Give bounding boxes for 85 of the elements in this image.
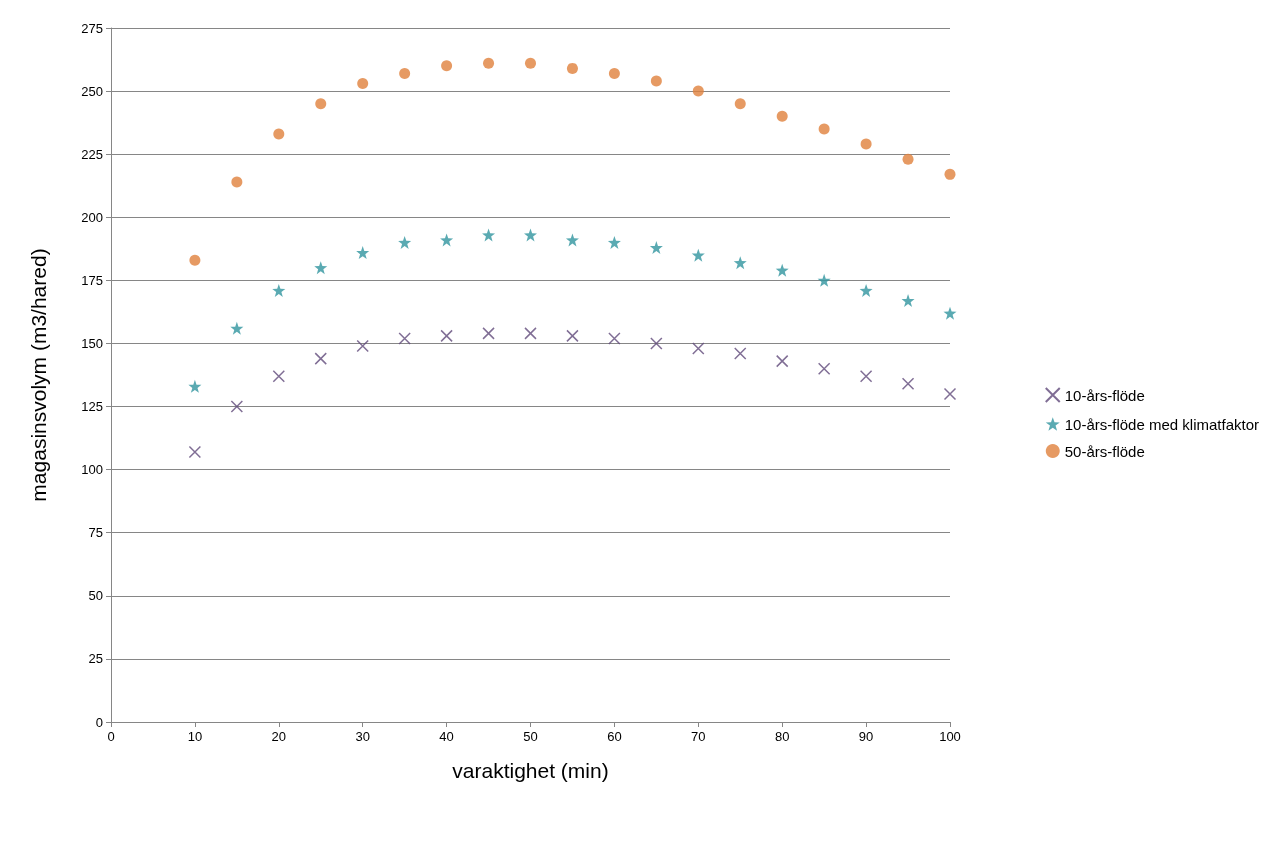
point xyxy=(231,176,243,188)
point xyxy=(944,168,956,180)
point xyxy=(524,327,537,340)
point xyxy=(188,379,202,393)
point xyxy=(566,62,578,74)
point xyxy=(565,233,579,247)
x-tick-label: 60 xyxy=(607,729,622,744)
y-tick-label: 0 xyxy=(95,714,103,730)
point xyxy=(315,98,327,110)
point xyxy=(860,138,872,150)
x-tick-label: 0 xyxy=(107,729,115,744)
point xyxy=(482,327,495,340)
y-tick-label: 175 xyxy=(81,272,103,288)
point xyxy=(901,294,915,308)
point xyxy=(650,337,663,350)
point xyxy=(483,57,495,69)
y-tick-label: 275 xyxy=(81,20,103,36)
legend-label: 50-års-flöde xyxy=(1064,442,1145,460)
point xyxy=(314,261,328,275)
point xyxy=(902,153,914,165)
x-tick-label: 30 xyxy=(355,729,370,744)
point xyxy=(817,362,831,375)
x-tick-label: 40 xyxy=(439,729,454,744)
y-tick-label: 250 xyxy=(81,83,103,99)
x-tick-label: 50 xyxy=(523,729,538,744)
point xyxy=(399,67,411,79)
point xyxy=(440,233,454,247)
point xyxy=(691,248,705,262)
point xyxy=(482,228,496,242)
point xyxy=(356,339,369,353)
y-tick-label: 75 xyxy=(88,525,103,541)
y-tick-label: 225 xyxy=(81,146,103,162)
y-tick-label: 150 xyxy=(81,335,103,351)
legend-label: 10-års-flöde med klimatfaktor xyxy=(1064,415,1260,433)
point xyxy=(357,78,369,90)
point xyxy=(230,321,244,335)
point xyxy=(775,263,789,277)
y-axis-title: magasinsvolym (m3/hared) xyxy=(27,248,50,502)
x-axis-title: varaktighet (min) xyxy=(452,759,609,782)
point xyxy=(859,370,873,383)
point xyxy=(649,241,663,255)
point xyxy=(230,400,244,413)
x-tick-label: 80 xyxy=(774,729,790,744)
point xyxy=(441,60,453,72)
point xyxy=(608,332,621,345)
y-tick-label: 125 xyxy=(81,399,103,415)
point xyxy=(566,329,579,343)
point xyxy=(776,110,788,122)
point xyxy=(817,273,831,287)
x-tick-label: 10 xyxy=(187,729,203,744)
point xyxy=(525,57,536,69)
point xyxy=(734,98,746,110)
point xyxy=(943,387,957,401)
legend-label: 10-års-flöde xyxy=(1064,386,1145,404)
point xyxy=(607,236,621,250)
point xyxy=(272,370,286,383)
point xyxy=(440,329,453,343)
point xyxy=(524,228,537,242)
x-tick-label: 70 xyxy=(691,729,706,744)
point xyxy=(733,256,747,270)
point xyxy=(356,246,370,260)
y-tick-label: 100 xyxy=(81,462,103,478)
x-tick-label: 100 xyxy=(939,729,961,744)
y-tick-label: 25 xyxy=(88,651,103,667)
point xyxy=(188,445,202,459)
point xyxy=(272,283,286,297)
point xyxy=(398,236,412,250)
point xyxy=(818,123,830,135)
point xyxy=(943,306,957,320)
point xyxy=(692,85,704,97)
point xyxy=(901,377,915,391)
point xyxy=(692,342,705,355)
point xyxy=(859,283,873,297)
x-tick-label: 90 xyxy=(858,729,874,744)
point xyxy=(314,352,327,365)
point xyxy=(273,128,285,140)
y-tick-label: 50 xyxy=(88,588,103,604)
point xyxy=(650,75,662,87)
point xyxy=(775,354,789,368)
y-tick-label: 200 xyxy=(81,209,103,225)
x-tick-label: 20 xyxy=(271,729,287,744)
point xyxy=(734,347,747,360)
point xyxy=(608,67,620,79)
point xyxy=(398,332,411,345)
point xyxy=(189,254,201,266)
